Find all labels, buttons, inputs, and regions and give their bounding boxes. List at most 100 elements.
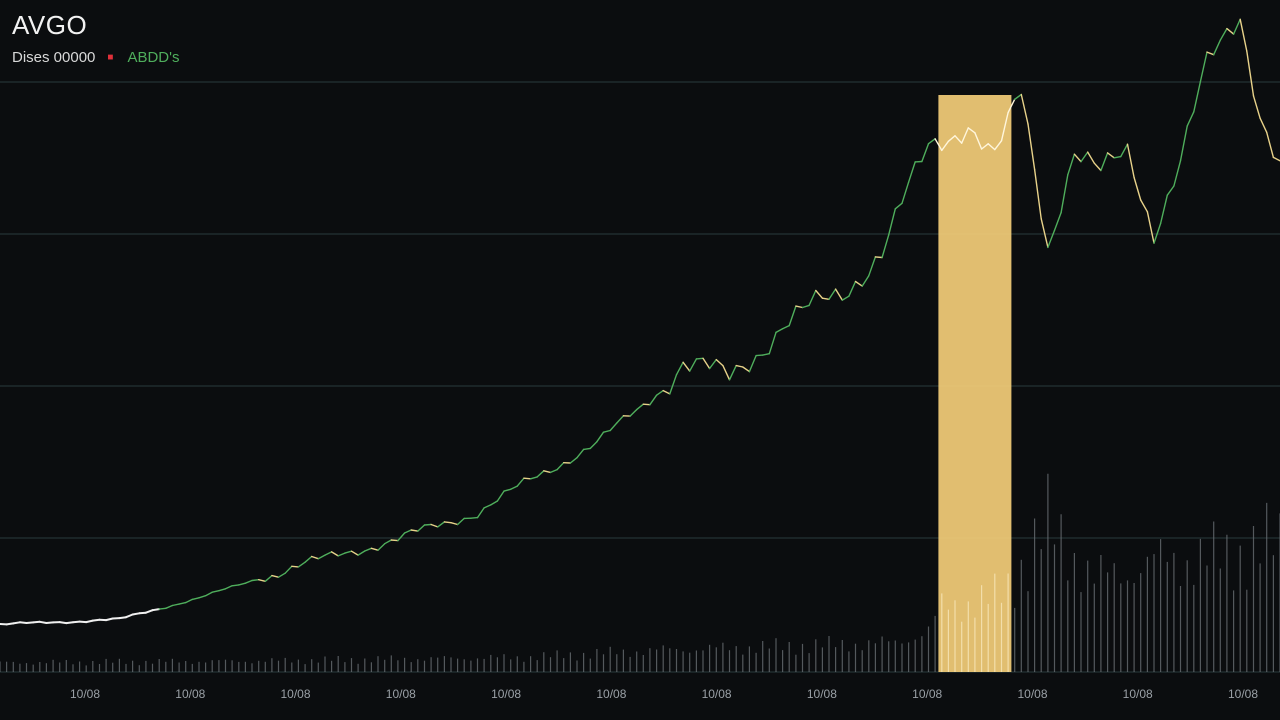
price-segment [297,561,306,568]
price-segment [38,620,48,624]
price-segment [171,603,180,607]
price-segment [350,550,359,556]
price-segment [125,613,134,619]
price-segment [980,143,989,150]
price-segment [423,523,432,526]
price-segment [144,609,154,614]
price-segment [907,161,916,183]
price-segment [1259,117,1268,134]
price-segment [151,608,161,612]
price-segment [118,616,127,620]
price-segment [510,485,518,490]
price-segment [291,565,300,568]
price-segment [191,597,200,601]
price-segment [430,523,439,528]
price-segment [85,619,94,624]
price-segment [1027,123,1036,171]
price-segment [888,208,896,236]
price-segment [330,551,339,557]
price-segment [1053,211,1062,232]
x-tick-label: 10/08 [1017,687,1047,701]
price-segment [1080,151,1089,163]
price-segment [58,621,68,625]
price-segment [602,429,611,433]
price-segment [569,457,578,464]
price-segment [1193,80,1202,113]
highlight-band [938,95,1012,672]
price-segment [609,422,618,432]
price-segment [742,366,751,373]
price-segment [655,389,664,396]
price-segment [947,135,956,143]
price-segment [1093,162,1102,172]
price-segment [848,280,857,297]
price-segment [178,601,187,605]
price-segment [231,584,240,587]
price-segment [264,574,273,582]
price-segment [768,331,777,355]
price-segment [781,324,790,330]
price-segment [629,408,638,417]
price-segment [1212,39,1222,56]
price-segment [523,477,532,480]
price-segment [1166,185,1175,196]
x-tick-label: 10/08 [175,687,205,701]
price-segment [1239,18,1248,52]
price-segment [987,143,996,151]
price-segment [689,358,698,372]
price-segment [258,579,266,582]
price-segment [337,552,346,557]
price-segment [961,127,969,144]
price-segment [576,448,585,459]
price-segment [1159,194,1169,225]
price-segment [589,441,598,450]
price-segment [397,532,406,542]
price-segment [1226,27,1235,35]
volume-bars [0,473,1280,672]
price-segment [854,280,863,287]
price-segment [277,572,286,578]
price-segment [1139,199,1149,213]
price-segment [1113,155,1122,159]
price-segment [1014,93,1022,101]
price-segment [364,547,373,552]
price-segment [636,403,644,411]
price-segment [1126,143,1135,179]
x-tick-label: 10/08 [1228,687,1258,701]
x-axis-ticks: 10/08 10/08 10/08 10/08 10/08 10/08 10/08 10/08… [70,687,1258,701]
price-segment [211,590,220,593]
price-segment [198,595,207,599]
price-segment [12,621,21,625]
price-segment [271,574,280,578]
price-segment [131,612,141,616]
price-segment [649,394,658,406]
price-segment [138,611,147,615]
x-tick-label: 10/08 [912,687,942,701]
price-segment [874,256,883,259]
price-segment [344,550,353,554]
price-segment [543,470,552,474]
price-segment [1060,174,1069,214]
price-segment [18,621,28,624]
price-segment [1219,27,1228,41]
price-segment [516,477,525,487]
price-segment [1040,217,1049,249]
price-segment [755,354,764,357]
price-segment [1153,222,1162,244]
volume-bars-overlay [941,573,1009,672]
price-segment [841,295,850,301]
price-segment [158,607,167,610]
x-tick-label: 10/08 [702,687,732,701]
price-segment [1265,131,1275,159]
price-line [0,18,1280,626]
price-segment [437,521,446,528]
price-segment [1106,152,1115,159]
price-segment [32,620,41,624]
price-segment [390,539,399,542]
price-segment [662,389,671,395]
price-segment [735,364,744,368]
ticker-symbol: AVGO [12,10,88,40]
price-segment [795,305,804,309]
price-segment [370,547,379,551]
